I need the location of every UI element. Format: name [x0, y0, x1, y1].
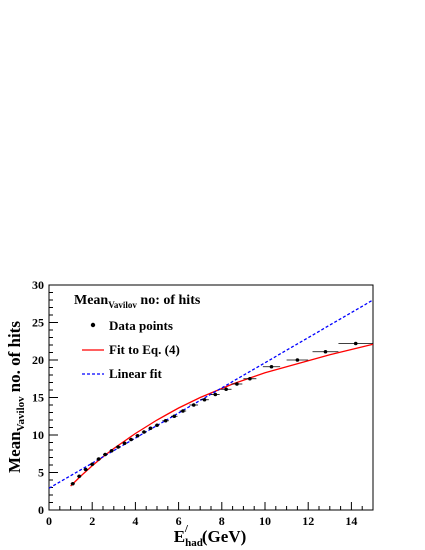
- data-point: [129, 437, 133, 442]
- data-point: [142, 430, 146, 434]
- x-tick-label: 4: [132, 514, 138, 528]
- data-point: [70, 481, 75, 486]
- legend-label-linear: Linear fit: [109, 366, 163, 381]
- legend-label-data-points: Data points: [109, 318, 173, 333]
- data-point: [353, 341, 358, 346]
- data-point: [109, 448, 114, 453]
- y-tick-label: 5: [38, 466, 44, 480]
- data-point: [148, 426, 153, 431]
- data-points: [70, 341, 373, 486]
- data-point: [191, 403, 196, 407]
- y-tick-label: 30: [32, 278, 44, 292]
- data-point: [135, 433, 140, 438]
- data-point: [224, 387, 228, 392]
- legend-title: MeanVavilov no: of hits: [74, 293, 201, 310]
- y-tick-label: 10: [32, 428, 44, 442]
- x-tick-label: 10: [259, 514, 271, 528]
- data-point: [83, 467, 88, 472]
- data-point: [295, 358, 300, 362]
- x-tick-label: 6: [176, 514, 182, 528]
- data-point: [323, 349, 328, 354]
- y-tick-label: 25: [32, 316, 44, 330]
- data-point: [202, 397, 207, 402]
- y-tick-label: 20: [32, 353, 44, 367]
- y-axis-title: MeanVavilovno. of hits: [5, 321, 27, 473]
- x-tick-label: 8: [219, 514, 225, 528]
- data-point: [235, 382, 239, 386]
- legend-label-fit: Fit to Eq. (4): [109, 342, 180, 357]
- data-point: [77, 474, 82, 479]
- data-point: [172, 414, 177, 419]
- x-tick-label: 14: [345, 514, 357, 528]
- data-point: [213, 392, 218, 397]
- x-tick-label: 2: [89, 514, 95, 528]
- y-axis-ticks: 0 5 10 15 20 25 30: [32, 278, 58, 517]
- data-point: [269, 364, 274, 369]
- data-point: [155, 423, 159, 428]
- y-tick-label: 15: [32, 391, 44, 405]
- x-tick-label: 0: [46, 514, 52, 528]
- data-point: [116, 445, 120, 449]
- data-point: [181, 409, 185, 413]
- x-axis-ticks: 0 2 4 6 8 10 12 14: [46, 502, 374, 528]
- x-axis-title: Ehad/(GeV): [174, 523, 247, 549]
- data-point: [163, 418, 168, 423]
- x-tick-label: 12: [302, 514, 314, 528]
- y-tick-label: 0: [38, 503, 44, 517]
- data-point: [90, 462, 94, 467]
- data-point: [122, 441, 127, 446]
- data-point: [248, 376, 252, 381]
- legend-marker-data-points: [90, 322, 96, 328]
- data-point: [96, 457, 101, 461]
- data-point: [103, 452, 107, 457]
- legend: MeanVavilov no: of hits Data points Fit …: [74, 293, 201, 381]
